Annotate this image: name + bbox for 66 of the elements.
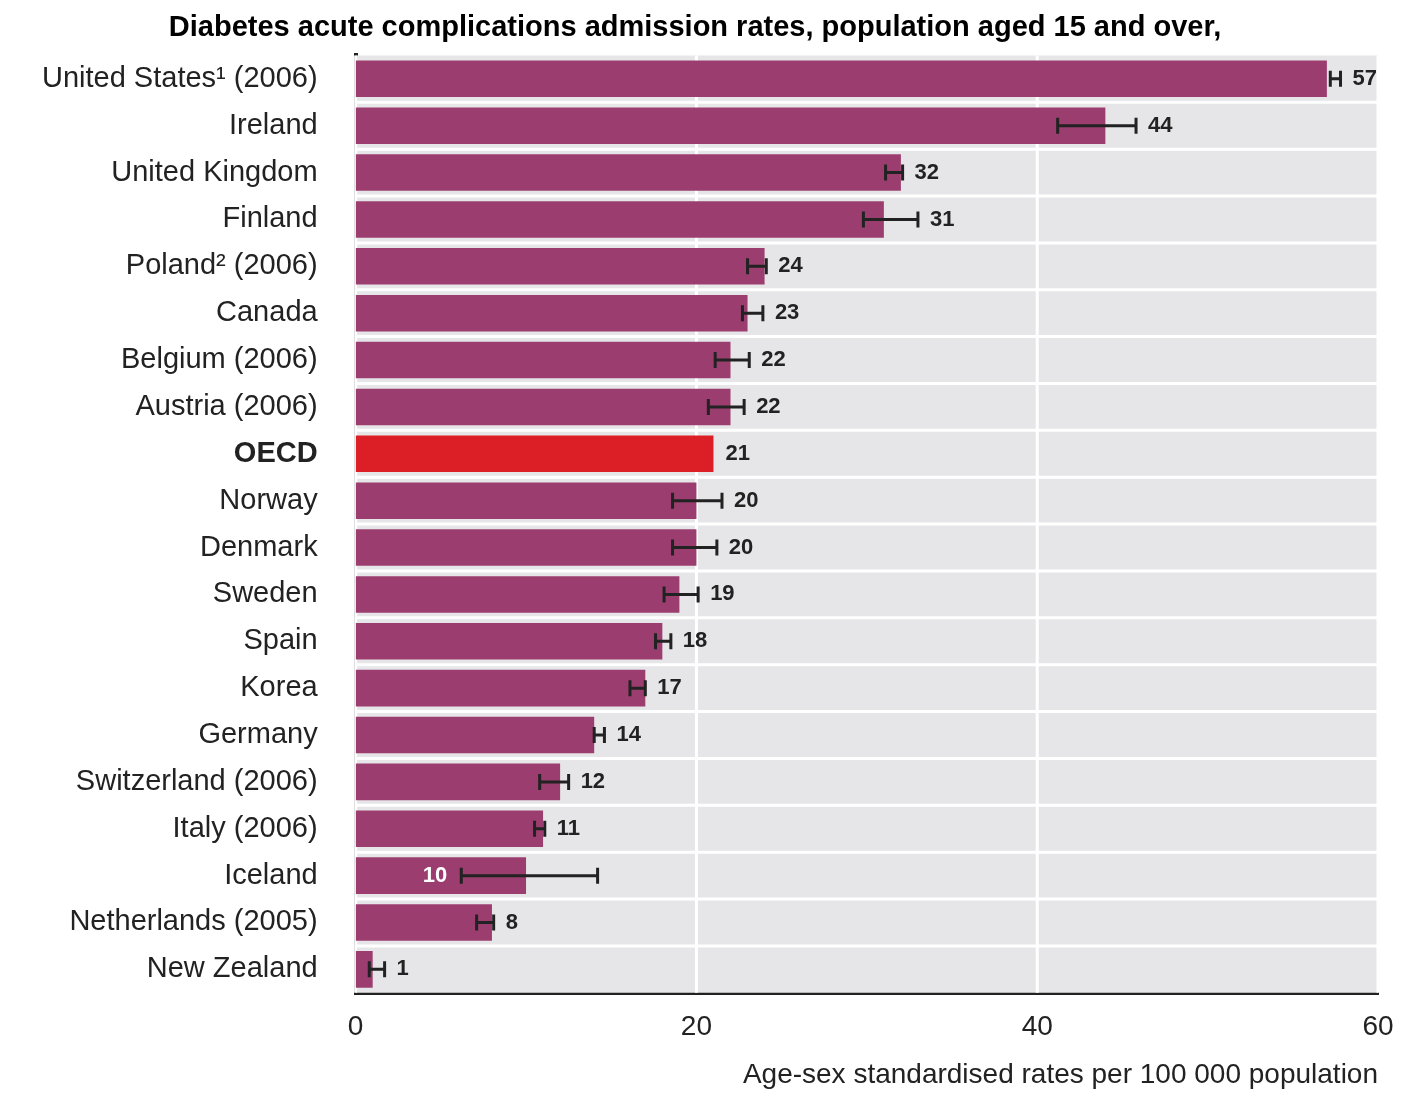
x-axis-title: Age-sex standardised rates per 100 000 population (742, 1057, 1378, 1089)
y-tick-label: Denmark (199, 529, 319, 562)
data-label: 8 (505, 908, 518, 934)
bar (355, 810, 544, 848)
bar (355, 341, 731, 379)
y-tick-label: Italy (2006) (172, 810, 318, 843)
bar (355, 294, 748, 332)
y-tick-label: Belgium (2006) (120, 342, 318, 375)
bar (355, 248, 765, 285)
data-label: 24 (778, 252, 804, 278)
y-tick-label: Canada (216, 295, 319, 328)
y-tick-label: Finland (222, 201, 318, 234)
y-tick-label: Norway (219, 482, 319, 515)
bar (355, 904, 492, 941)
data-label: 18 (682, 627, 708, 653)
y-tick-label: Netherlands (2005) (69, 904, 318, 937)
x-tick-label: 40 (1021, 1010, 1053, 1042)
data-label: 17 (657, 674, 682, 700)
bar (355, 482, 697, 519)
data-label: 22 (756, 392, 781, 418)
bar (355, 154, 901, 191)
bar (355, 669, 646, 707)
y-tick-label: Iceland (224, 857, 318, 890)
bar (355, 388, 731, 426)
bar (355, 529, 697, 566)
data-label: 20 (733, 486, 759, 512)
bar (355, 951, 373, 988)
y-tick-label: New Zealand (146, 951, 318, 984)
y-tick-label: Sweden (212, 576, 318, 609)
y-tick-label: United States¹ (2006) (41, 60, 318, 93)
chart-title: Diabetes acute complications admission rates, population aged 15 and over, (168, 10, 1222, 42)
y-tick-label: Switzerland (2006) (75, 763, 318, 796)
data-label: 19 (710, 580, 735, 606)
data-label: 31 (929, 205, 955, 231)
data-label: 20 (728, 533, 754, 559)
x-tick-label: 20 (680, 1010, 713, 1042)
y-tick-label: Korea (240, 670, 319, 703)
x-tick-label: 0 (347, 1010, 364, 1042)
data-label: 14 (616, 721, 642, 747)
data-label: 44 (1148, 111, 1174, 137)
y-tick-label: OECD (233, 435, 318, 468)
y-tick-label: Poland² (2006) (125, 248, 318, 281)
bar (355, 201, 884, 238)
x-tick-label: 60 (1362, 1010, 1394, 1042)
bar (355, 60, 1327, 98)
y-tick-label: Austria (2006) (135, 388, 318, 421)
bar (355, 435, 714, 473)
y-tick-label: Germany (198, 717, 319, 750)
bar (355, 107, 1106, 144)
bar (355, 623, 663, 660)
data-label: 12 (580, 767, 606, 793)
data-label: 21 (725, 439, 750, 465)
data-label: 22 (761, 346, 786, 372)
y-tick-label: Spain (243, 623, 318, 656)
bar (355, 576, 680, 613)
data-label: 23 (774, 299, 800, 325)
y-tick-label: United Kingdom (111, 154, 318, 187)
data-label: 1 (396, 955, 409, 981)
data-label: 32 (914, 158, 940, 184)
y-tick-label: Ireland (228, 107, 318, 140)
data-label: 57 (1352, 64, 1377, 90)
bar (355, 763, 561, 801)
bar (355, 716, 595, 754)
data-label: 11 (556, 814, 581, 840)
data-label: 10 (422, 861, 448, 887)
bar (355, 857, 527, 894)
